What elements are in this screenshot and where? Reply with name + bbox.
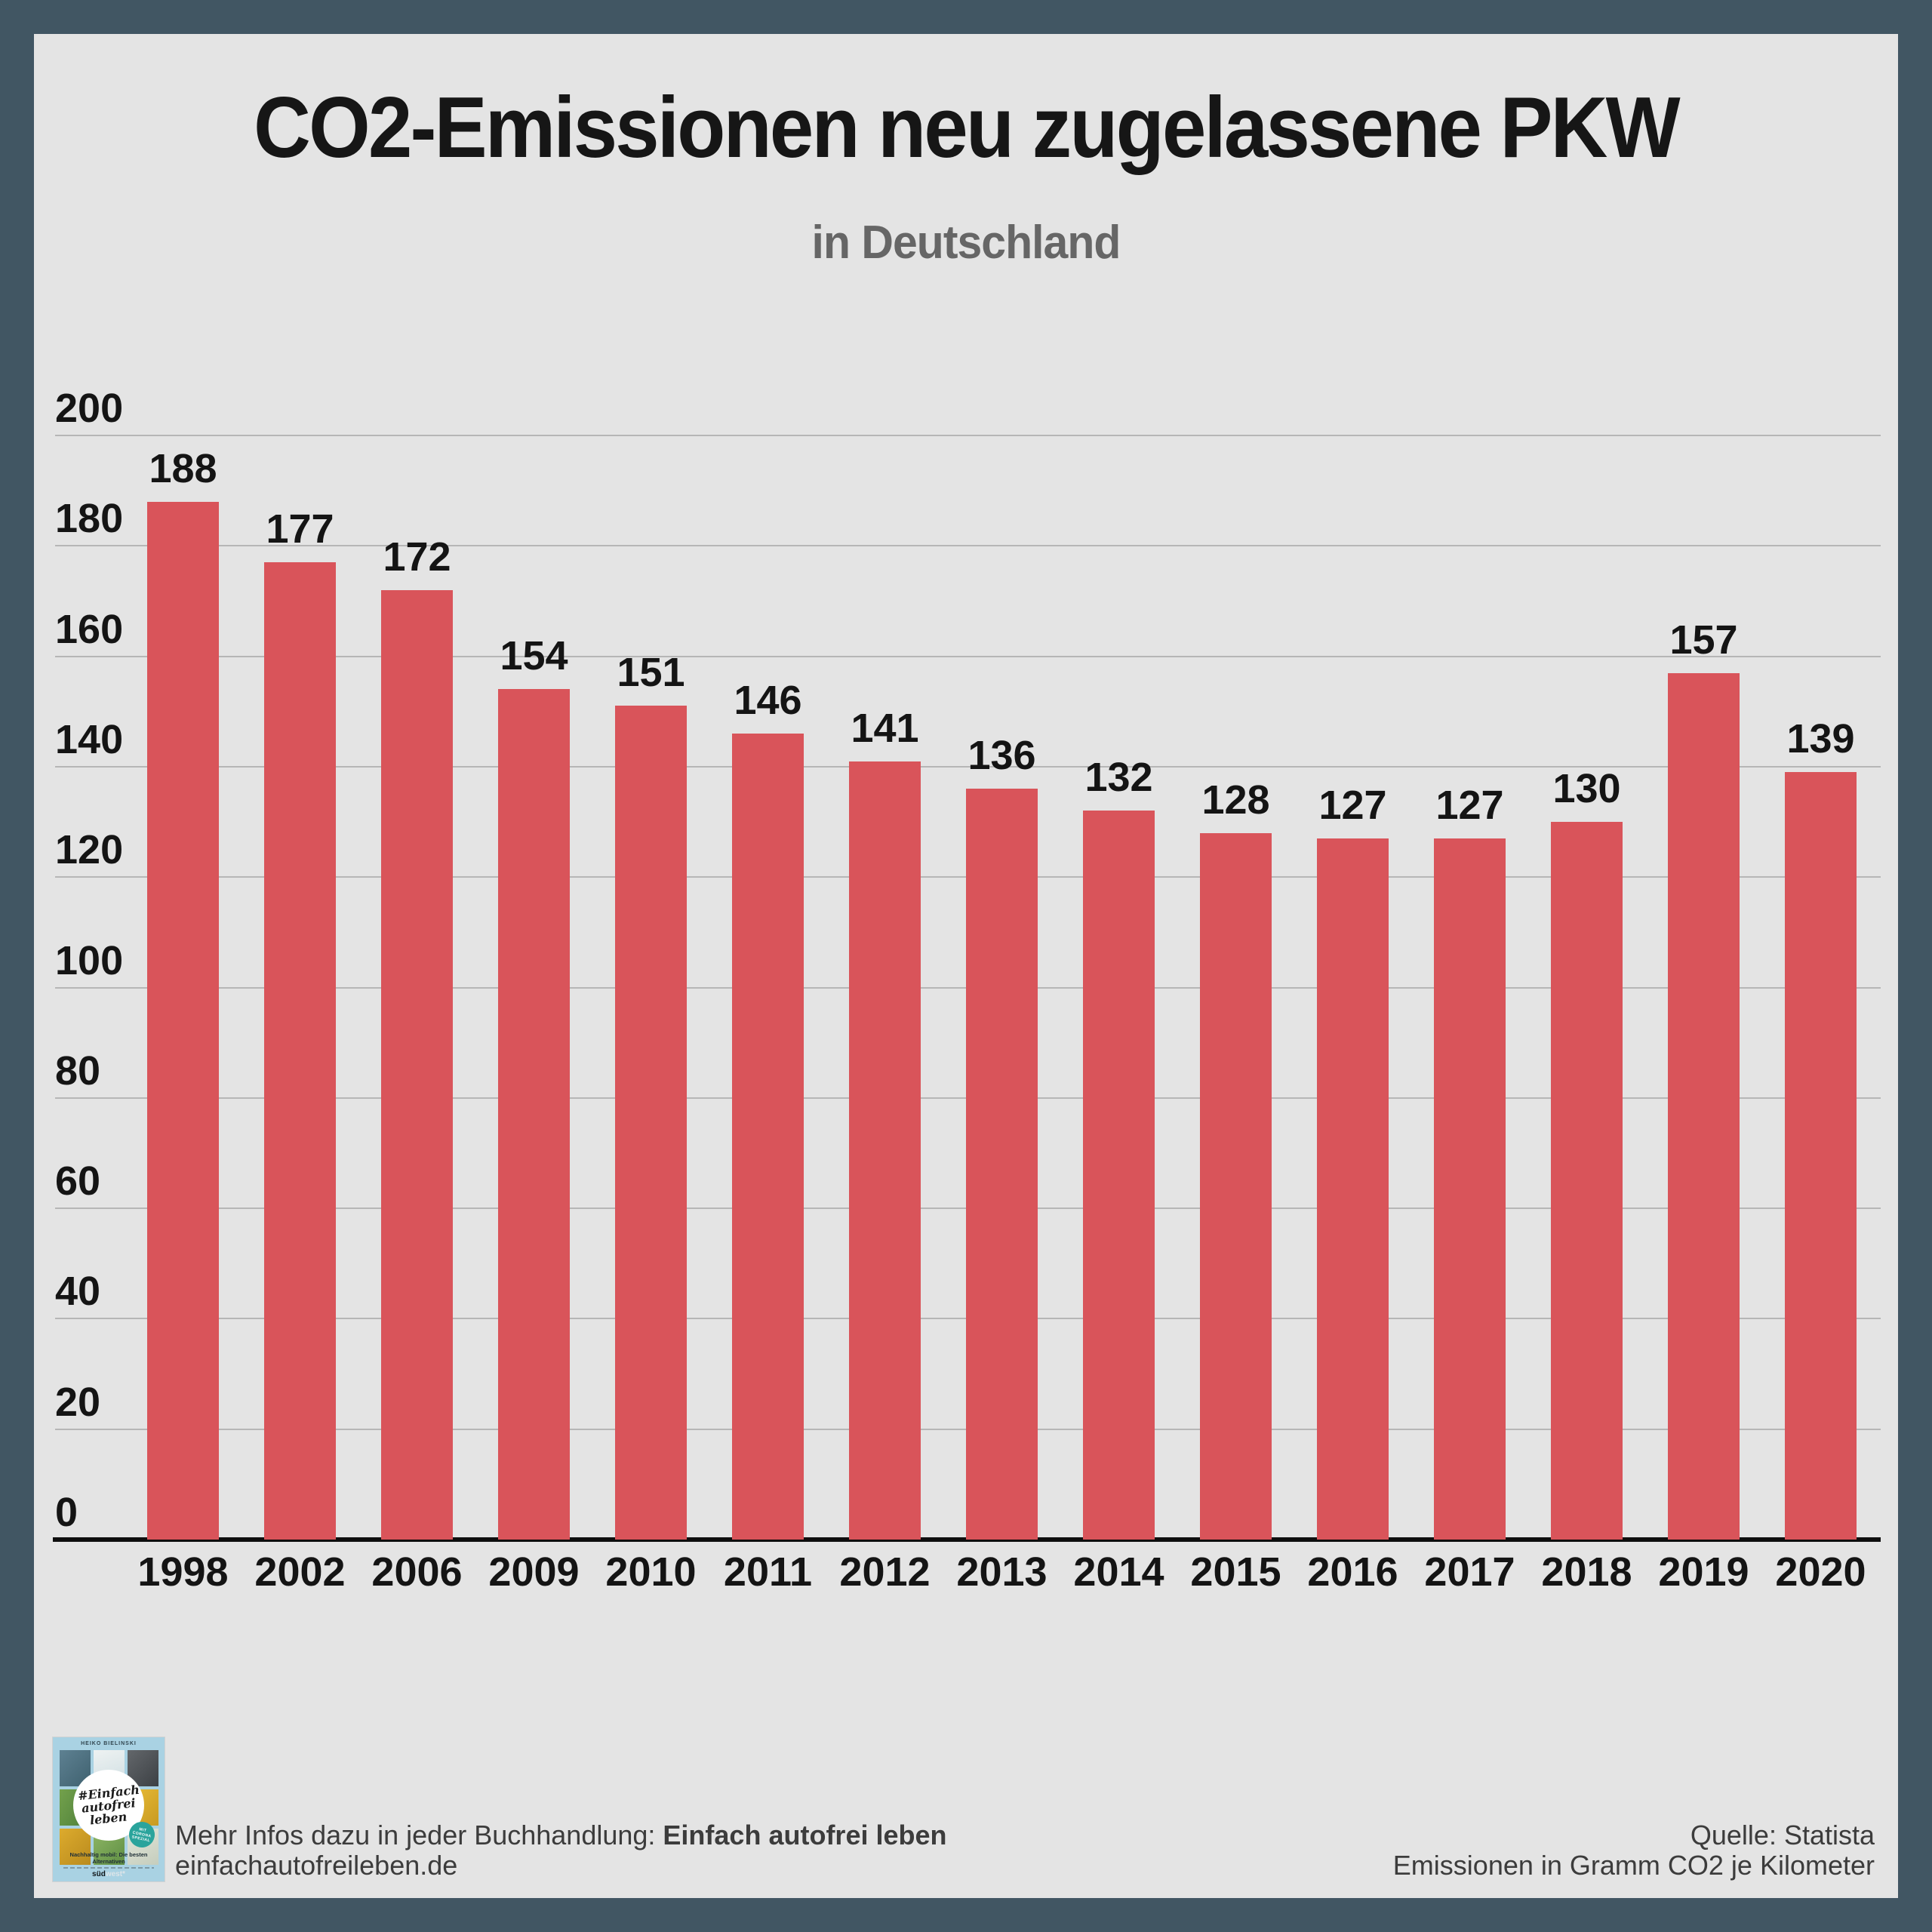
x-tick-label: 2011 xyxy=(723,1549,813,1595)
bar-1998 xyxy=(147,501,219,1540)
bar-value-label: 188 xyxy=(149,445,217,491)
gridline xyxy=(55,765,1881,768)
source-attribution: Quelle: Statista xyxy=(1690,1820,1875,1850)
bar-2010 xyxy=(615,706,687,1540)
bar-2015 xyxy=(1200,832,1272,1540)
bar-2006 xyxy=(381,589,453,1540)
bar-value-label: 151 xyxy=(617,650,685,696)
bar-value-label: 132 xyxy=(1084,755,1153,801)
y-tick-label: 160 xyxy=(55,606,124,652)
bar-2019 xyxy=(1668,672,1740,1540)
book-tagline: Nachhaltig mobil: Die besten Alternative… xyxy=(69,1851,148,1865)
x-tick-label: 2020 xyxy=(1775,1549,1866,1595)
book-publisher-logo: südwest* xyxy=(53,1870,165,1878)
bar-value-label: 136 xyxy=(968,733,1036,779)
y-tick-label: 60 xyxy=(55,1158,101,1204)
x-tick-label: 1998 xyxy=(137,1549,229,1595)
bar-value-label: 177 xyxy=(266,506,334,552)
source-unit-note: Emissionen in Gramm CO2 je Kilometer xyxy=(1392,1850,1875,1881)
y-tick-label: 180 xyxy=(55,496,124,542)
x-tick-label: 2019 xyxy=(1658,1549,1749,1595)
bar-2016 xyxy=(1317,838,1389,1540)
footer-website: einfachautofreileben.de xyxy=(175,1850,458,1881)
bar-2011 xyxy=(732,734,804,1540)
y-tick-label: 40 xyxy=(55,1269,101,1315)
bar-2018 xyxy=(1551,822,1623,1540)
bar-value-label: 128 xyxy=(1201,777,1270,823)
bar-value-label: 157 xyxy=(1669,617,1738,663)
bar-value-label: 127 xyxy=(1435,782,1504,828)
bar-value-label: 130 xyxy=(1552,766,1621,812)
y-tick-label: 100 xyxy=(55,937,124,983)
x-tick-label: 2006 xyxy=(371,1549,463,1595)
footer-info-book-title: Einfach autofrei leben xyxy=(663,1820,947,1850)
x-tick-label: 2017 xyxy=(1424,1549,1515,1595)
bar-2012 xyxy=(849,761,921,1540)
y-tick-label: 120 xyxy=(55,827,124,873)
bar-2017 xyxy=(1434,838,1506,1540)
y-tick-label: 200 xyxy=(55,386,124,431)
bar-2014 xyxy=(1083,811,1155,1540)
x-tick-label: 2016 xyxy=(1307,1549,1398,1595)
x-tick-label: 2010 xyxy=(605,1549,697,1595)
x-tick-label: 2013 xyxy=(956,1549,1048,1595)
bar-2009 xyxy=(498,689,570,1540)
x-axis-line xyxy=(53,1537,1881,1542)
y-tick-label: 140 xyxy=(55,716,124,762)
book-smallprint-decoration xyxy=(63,1867,154,1869)
book-photo-tile xyxy=(60,1829,91,1865)
y-tick-label: 0 xyxy=(55,1490,78,1535)
y-tick-label: 80 xyxy=(55,1048,101,1094)
book-cover: HEIKO BIELINSKI #Einfach autofrei leben … xyxy=(53,1737,165,1881)
y-tick-label: 20 xyxy=(55,1379,101,1425)
gridline xyxy=(55,435,1881,436)
publisher-bold: süd xyxy=(92,1870,106,1878)
publisher-light: west* xyxy=(105,1870,125,1878)
bar-2020 xyxy=(1785,772,1857,1540)
bar-value-label: 154 xyxy=(500,633,568,679)
book-author: HEIKO BIELINSKI xyxy=(81,1741,137,1746)
footer-info-prefix: Mehr Infos dazu in jeder Buchhandlung: xyxy=(175,1820,663,1850)
x-tick-label: 2015 xyxy=(1190,1549,1281,1595)
x-tick-label: 2009 xyxy=(488,1549,580,1595)
bar-2002 xyxy=(264,562,336,1540)
bar-value-label: 172 xyxy=(383,534,451,580)
x-tick-label: 2014 xyxy=(1073,1549,1164,1595)
gridline xyxy=(55,655,1881,657)
bar-value-label: 127 xyxy=(1318,782,1387,828)
bar-2013 xyxy=(966,789,1038,1540)
gridline xyxy=(55,545,1881,547)
page-subtitle: in Deutschland xyxy=(811,217,1121,269)
footer-info-line: Mehr Infos dazu in jeder Buchhandlung: E… xyxy=(175,1820,947,1850)
bar-value-label: 146 xyxy=(734,678,802,723)
page-title: CO2-Emissionen neu zugelassene PKW xyxy=(254,80,1680,176)
x-tick-label: 2018 xyxy=(1541,1549,1632,1595)
x-tick-label: 2012 xyxy=(839,1549,931,1595)
x-tick-label: 2002 xyxy=(254,1549,346,1595)
book-title-line: leben xyxy=(89,1808,128,1828)
bar-value-label: 139 xyxy=(1786,716,1855,762)
bar-value-label: 141 xyxy=(851,705,919,751)
